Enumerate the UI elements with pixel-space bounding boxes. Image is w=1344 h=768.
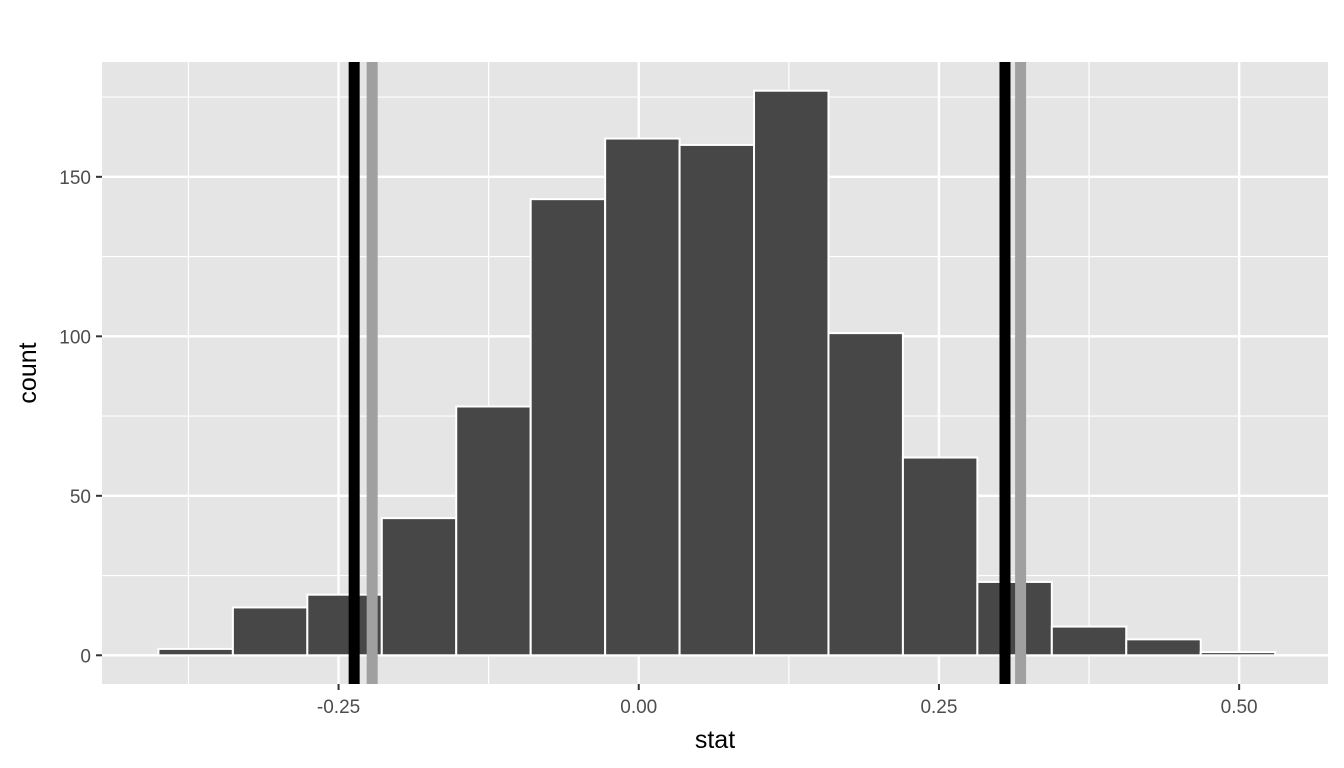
histogram-bar [678, 143, 756, 657]
y-tick-label: 0 [80, 646, 91, 667]
histogram-bars [157, 89, 1277, 657]
x-tick-label: -0.25 [317, 697, 360, 718]
histogram-bar [455, 405, 532, 657]
histogram-bar [753, 89, 830, 657]
histogram-bar [827, 332, 904, 657]
x-tick-label: 0.00 [620, 697, 657, 718]
y-axis-title: count [14, 342, 42, 403]
y-tick-label: 150 [59, 168, 91, 189]
x-tick-label: 0.50 [1221, 697, 1258, 718]
histogram-bar [976, 580, 1053, 657]
histogram-bar [1125, 638, 1202, 657]
y-tick-label: 100 [59, 327, 91, 348]
histogram-bar [380, 517, 458, 657]
histogram-bar [604, 137, 681, 657]
axis-tick-labels: -0.25 0.00 0.25 0.50 0 50 100 150 [59, 168, 1257, 718]
reference-lines [348, 62, 1027, 684]
histogram-bar [1050, 625, 1128, 657]
axis-tick-marks [96, 175, 1241, 690]
x-axis-title: stat [695, 726, 735, 754]
histogram-bar [231, 606, 309, 657]
y-tick-label: 50 [70, 487, 91, 508]
histogram-bar [157, 647, 234, 657]
x-tick-label: 0.25 [920, 697, 957, 718]
histogram-bar [529, 198, 607, 657]
histogram-bar [901, 456, 979, 657]
histogram-bar [1199, 651, 1277, 657]
